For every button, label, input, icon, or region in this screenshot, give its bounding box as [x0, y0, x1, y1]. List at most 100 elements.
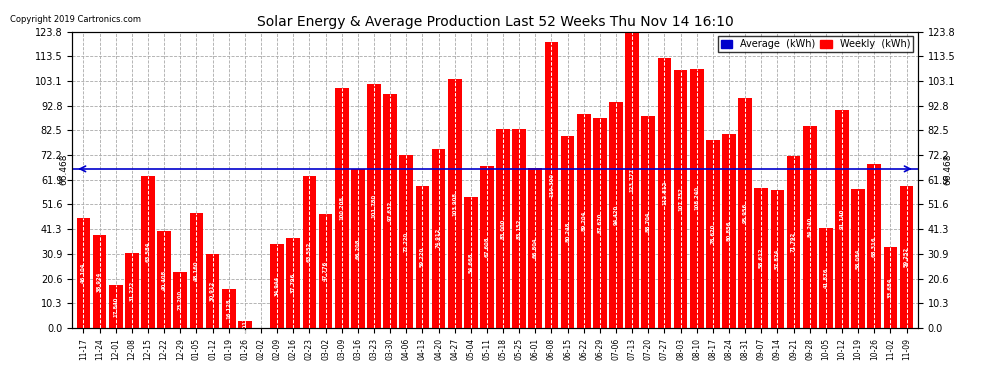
Title: Solar Energy & Average Production Last 52 Weeks Thu Nov 14 16:10: Solar Energy & Average Production Last 5…: [256, 15, 734, 29]
Text: 59.220: 59.220: [420, 247, 425, 267]
Text: 66.804: 66.804: [533, 238, 538, 258]
Bar: [803, 126, 817, 328]
Bar: [383, 94, 397, 328]
Bar: [706, 140, 720, 328]
Bar: [399, 155, 413, 328]
Bar: [238, 321, 251, 328]
Text: 78.620: 78.620: [711, 224, 716, 244]
Bar: [770, 189, 784, 328]
Bar: [157, 231, 171, 328]
Text: 72.220: 72.220: [404, 231, 409, 252]
Text: 23.200: 23.200: [178, 290, 183, 310]
Bar: [335, 88, 348, 328]
Bar: [900, 186, 914, 328]
Bar: [513, 129, 526, 328]
Bar: [125, 253, 139, 328]
Text: 83.000: 83.000: [501, 219, 506, 239]
Text: 68.316: 68.316: [872, 236, 877, 256]
Bar: [76, 217, 90, 328]
Text: 67.608: 67.608: [484, 237, 489, 257]
Text: 119.300: 119.300: [549, 173, 554, 197]
Text: 83.152: 83.152: [517, 218, 522, 238]
Text: 63.584: 63.584: [146, 242, 150, 262]
Text: 89.204: 89.204: [581, 211, 586, 231]
Bar: [432, 148, 446, 328]
Text: 41.876: 41.876: [824, 268, 829, 288]
Text: 84.240: 84.240: [807, 217, 812, 237]
Bar: [836, 110, 848, 328]
Bar: [367, 84, 381, 328]
Bar: [609, 102, 623, 328]
Bar: [544, 42, 558, 328]
Text: 88.704: 88.704: [645, 211, 650, 232]
Text: 33.684: 33.684: [888, 278, 893, 298]
Bar: [529, 168, 543, 328]
Text: 112.812: 112.812: [662, 181, 667, 205]
Bar: [819, 228, 833, 328]
Text: 80.856: 80.856: [727, 221, 732, 242]
Bar: [739, 98, 752, 328]
Text: 34.944: 34.944: [274, 276, 279, 296]
Text: 123.777: 123.777: [630, 168, 635, 192]
Bar: [560, 136, 574, 328]
Text: 17.840: 17.840: [113, 297, 118, 317]
Bar: [674, 70, 687, 328]
Text: 30.912: 30.912: [210, 281, 215, 301]
Text: 58.084: 58.084: [855, 248, 860, 268]
Text: 54.668: 54.668: [468, 252, 473, 273]
Text: 101.780: 101.780: [371, 194, 376, 218]
Bar: [416, 186, 430, 328]
Text: 40.408: 40.408: [161, 270, 166, 290]
Text: 38.924: 38.924: [97, 271, 102, 291]
Bar: [657, 58, 671, 328]
Bar: [593, 118, 607, 328]
Text: 66.208: 66.208: [355, 238, 360, 259]
Text: 80.248: 80.248: [565, 222, 570, 242]
Bar: [722, 134, 736, 328]
Bar: [142, 176, 154, 328]
Text: 47.776: 47.776: [323, 261, 328, 281]
Bar: [464, 197, 477, 328]
Bar: [883, 248, 897, 328]
Bar: [642, 116, 655, 328]
Bar: [93, 235, 107, 328]
Text: 63.552: 63.552: [307, 242, 312, 262]
Text: 57.824: 57.824: [775, 249, 780, 269]
Text: 97.632: 97.632: [388, 201, 393, 221]
Text: 87.620: 87.620: [597, 213, 602, 233]
Text: 3.012: 3.012: [243, 316, 248, 333]
Bar: [851, 189, 865, 328]
Bar: [447, 79, 461, 328]
Text: Copyright 2019 Cartronics.com: Copyright 2019 Cartronics.com: [10, 15, 141, 24]
Bar: [577, 114, 591, 328]
Bar: [206, 254, 220, 328]
Text: 91.140: 91.140: [840, 209, 844, 229]
Bar: [496, 129, 510, 328]
Text: 94.420: 94.420: [614, 205, 619, 225]
Text: 107.752: 107.752: [678, 187, 683, 211]
Text: 74.912: 74.912: [436, 228, 441, 249]
Text: 100.208: 100.208: [340, 196, 345, 220]
Bar: [319, 214, 333, 328]
Bar: [222, 290, 236, 328]
Bar: [270, 244, 284, 328]
Text: 71.792: 71.792: [791, 232, 796, 252]
Bar: [351, 170, 364, 328]
Text: 16.128: 16.128: [226, 298, 232, 319]
Bar: [626, 32, 639, 328]
Bar: [173, 273, 187, 328]
Text: 103.908: 103.908: [452, 192, 457, 216]
Bar: [867, 164, 881, 328]
Text: 58.612: 58.612: [758, 248, 764, 268]
Text: 108.240: 108.240: [694, 186, 699, 210]
Text: 48.160: 48.160: [194, 260, 199, 280]
Bar: [286, 237, 300, 328]
Bar: [189, 213, 203, 328]
Text: 59.252: 59.252: [904, 247, 909, 267]
Text: 37.796: 37.796: [291, 273, 296, 293]
Legend: Average  (kWh), Weekly  (kWh): Average (kWh), Weekly (kWh): [718, 36, 913, 52]
Bar: [480, 166, 494, 328]
Text: 66.468: 66.468: [59, 153, 68, 184]
Bar: [787, 156, 801, 328]
Text: 46.104: 46.104: [81, 262, 86, 283]
